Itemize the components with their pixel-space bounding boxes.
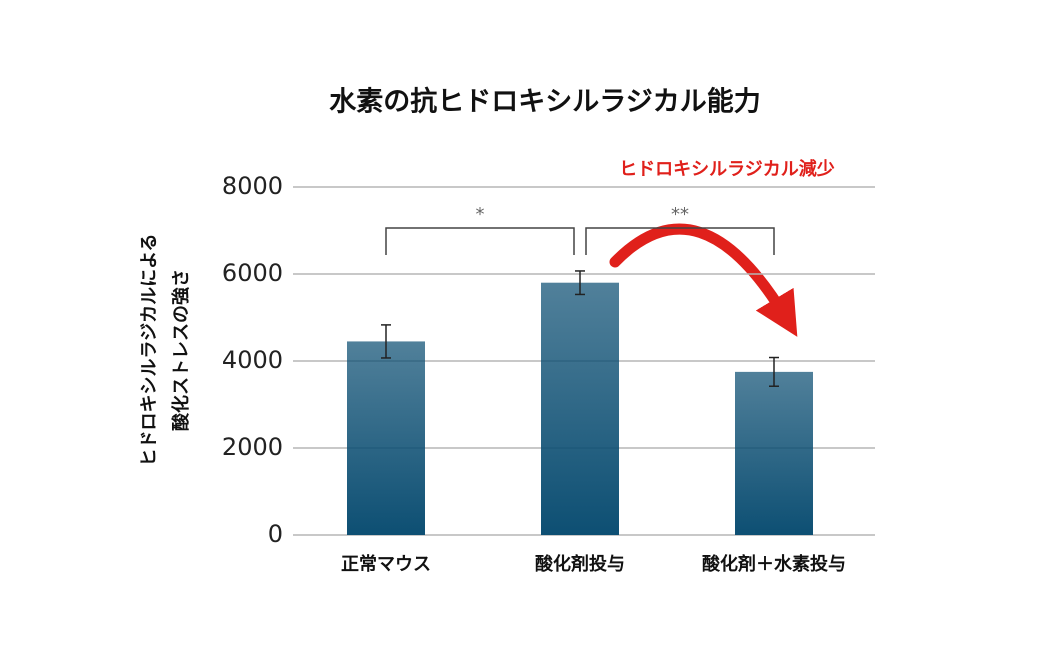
y-label-line: 酸化ストレスの強さ bbox=[170, 269, 192, 431]
x-tick-label: 正常マウス bbox=[341, 553, 431, 575]
significance-bracket bbox=[585, 227, 775, 255]
significance-bracket bbox=[385, 227, 575, 255]
x-tick-label: 酸化剤投与 bbox=[535, 553, 625, 575]
y-tick-label: 4000 bbox=[222, 346, 283, 374]
annotation: ヒドロキシルラジカル減少 bbox=[619, 158, 835, 180]
y-tick-label: 8000 bbox=[222, 172, 283, 200]
y-tick-label: 0 bbox=[268, 520, 283, 548]
significance-label: * bbox=[476, 204, 485, 225]
bar bbox=[347, 341, 425, 535]
bar bbox=[735, 371, 813, 535]
y-label-line: ヒドロキシルラジカルによる bbox=[139, 233, 160, 466]
y-tick-label: 6000 bbox=[222, 259, 283, 287]
arrow bbox=[609, 223, 798, 337]
chart-title: 水素の抗ヒドロキシルラジカル能力 bbox=[329, 86, 760, 118]
bar bbox=[541, 282, 619, 535]
x-tick-label: 酸化剤＋水素投与 bbox=[702, 553, 846, 575]
significance-label: ** bbox=[671, 204, 689, 225]
y-tick-label: 2000 bbox=[222, 433, 283, 461]
y-axis-label: ヒドロキシルラジカルによる 酸化ストレスの強さ bbox=[139, 233, 192, 466]
